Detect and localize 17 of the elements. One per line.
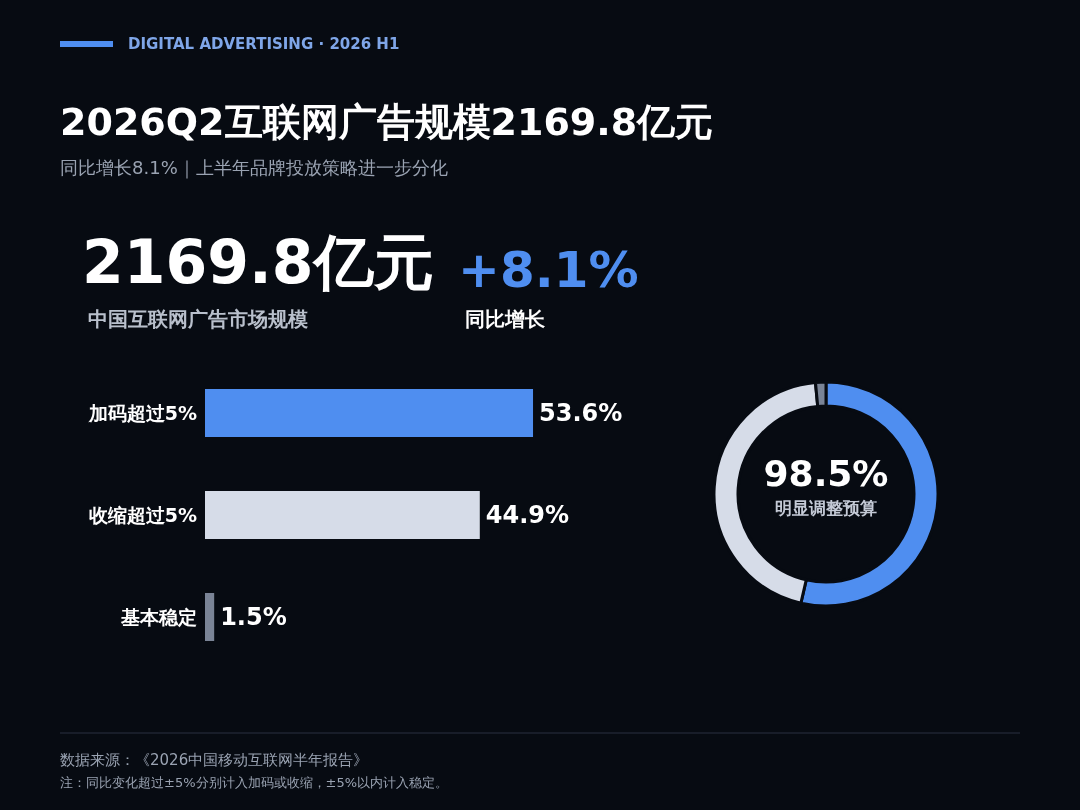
text: +8.1% xyxy=(458,241,639,299)
y-tick-label: 加码超过5% xyxy=(87,402,197,424)
text: 同比增长 xyxy=(465,307,546,331)
data-label: 1.5% xyxy=(220,603,287,631)
data-label: 44.9% xyxy=(485,501,570,529)
chart-subtitle: 同比增长8.1%｜上半年品牌投放策略进一步分化 xyxy=(60,157,448,179)
text: 明显调整预算 xyxy=(775,498,877,518)
text: 注：同比变化超过±5%分别计入加码或收缩，±5%以内计入稳定。 xyxy=(60,775,449,790)
y-tick-label: 基本稳定 xyxy=(120,606,197,628)
text: DIGITAL ADVERTISING · 2026 H1 xyxy=(128,35,400,53)
text: 2169.8亿元 xyxy=(82,227,434,297)
data-label: 53.6% xyxy=(539,399,623,427)
y-tick-label: 收缩超过5% xyxy=(88,504,197,526)
source-note: 数据来源：《2026中国移动互联网半年报告》 xyxy=(60,751,369,769)
chart-title: 2026Q2互联网广告规模2169.8亿元 xyxy=(60,100,714,144)
text: 中国互联网广告市场规模 xyxy=(88,307,308,331)
text: 98.5% xyxy=(763,453,889,494)
